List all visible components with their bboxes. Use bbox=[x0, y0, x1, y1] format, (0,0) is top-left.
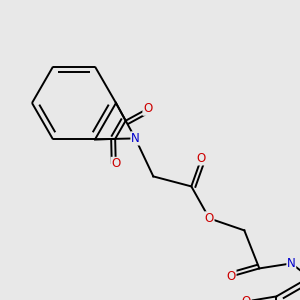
Text: O: O bbox=[227, 270, 236, 283]
Text: O: O bbox=[242, 295, 251, 300]
Text: O: O bbox=[205, 212, 214, 225]
Text: N: N bbox=[287, 257, 296, 270]
Text: O: O bbox=[197, 152, 206, 165]
Text: O: O bbox=[143, 102, 152, 115]
Text: N: N bbox=[131, 132, 140, 145]
Text: O: O bbox=[111, 158, 120, 170]
